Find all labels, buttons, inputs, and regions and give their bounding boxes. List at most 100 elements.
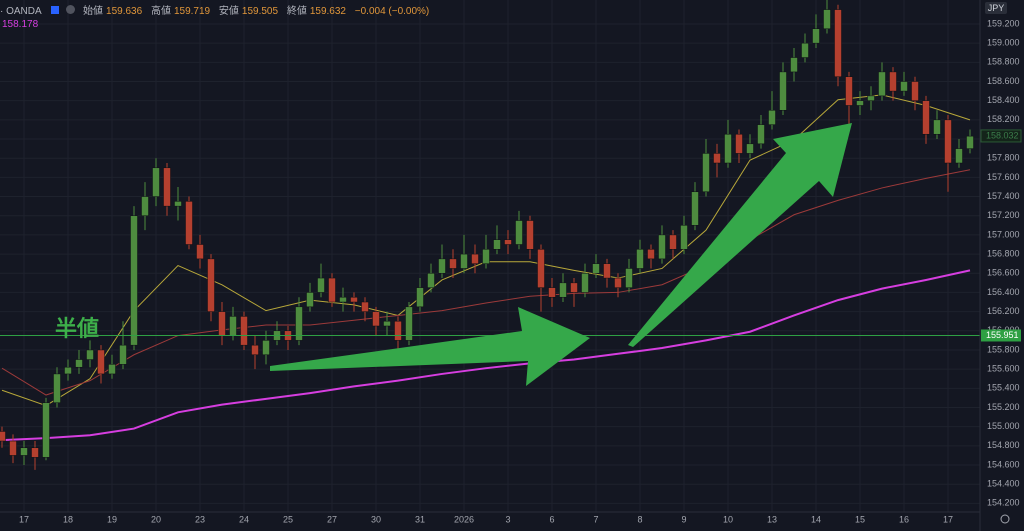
candle-body — [75, 359, 83, 368]
plot-area — [0, 0, 980, 470]
x-tick-label: 31 — [415, 514, 425, 524]
candle-body — [955, 148, 963, 164]
candle-body — [493, 239, 501, 250]
x-tick-label: 30 — [371, 514, 381, 524]
currency-box — [985, 2, 1007, 14]
candle-body — [350, 296, 358, 303]
candle-body — [174, 201, 182, 207]
y-tick-label: 158.600 — [987, 76, 1020, 86]
flag-icon — [51, 6, 60, 14]
candle-body — [339, 296, 347, 303]
candle-body — [559, 282, 567, 298]
y-tick-label: 156.400 — [987, 287, 1020, 297]
y-tick-label: 156.800 — [987, 248, 1020, 258]
candle-body — [636, 249, 644, 269]
candle-body — [119, 344, 127, 365]
x-tick-label: 3 — [505, 514, 510, 524]
y-tick-label: 159.200 — [987, 18, 1020, 28]
candle-body — [603, 263, 611, 279]
x-tick-label: 13 — [767, 514, 777, 524]
y-tick-label: 158.200 — [987, 114, 1020, 124]
candle-body — [944, 119, 952, 164]
candle-body — [196, 244, 204, 260]
y-tick-label: 157.800 — [987, 153, 1020, 163]
candle-body — [911, 81, 919, 101]
y-tick-label: 155.600 — [987, 364, 1020, 374]
half-line-label: 155.951 — [986, 330, 1019, 340]
x-tick-label: 27 — [327, 514, 337, 524]
moving-average — [1, 269, 971, 442]
annotation: 半値 — [55, 316, 99, 341]
candle-body — [328, 277, 336, 303]
candle-body — [691, 191, 699, 226]
currency: JPY — [988, 3, 1005, 13]
settings-icon[interactable] — [1000, 514, 1010, 524]
source: · OANDA — [0, 6, 42, 17]
candle-body — [515, 220, 523, 245]
x-tick-label: 2026 — [454, 514, 474, 524]
candle-body — [724, 133, 732, 164]
candle-body — [614, 277, 622, 288]
y-tick-label: 154.800 — [987, 440, 1020, 450]
x-tick-label: 18 — [63, 514, 73, 524]
candle-body — [867, 95, 875, 101]
y-tick-label: 155.800 — [987, 344, 1020, 354]
y-tick-label: 156.200 — [987, 306, 1020, 316]
y-tick-label: 157.600 — [987, 172, 1020, 182]
candle-body — [878, 71, 886, 97]
candle-body — [427, 273, 435, 288]
candle-body — [768, 110, 776, 125]
candle-body — [922, 100, 930, 135]
ohlc-label: 始値 — [83, 6, 104, 17]
candle-body — [801, 42, 809, 58]
y-tick-label: 157.200 — [987, 210, 1020, 220]
header: · OANDA 始値 159.636 高値 159.719 安値 159.505 終値… — [0, 2, 435, 17]
candle-body — [669, 234, 677, 250]
ohlc-label: 高値 — [150, 6, 171, 17]
y-tick-label: 157.000 — [987, 229, 1020, 239]
grid — [0, 0, 980, 512]
candle-body — [680, 225, 688, 250]
ohlc-label: 終値 — [286, 6, 307, 17]
candle-body — [251, 344, 259, 356]
candle-body — [790, 57, 798, 73]
candle-body — [141, 196, 149, 216]
candle-body — [306, 292, 314, 308]
candle-body — [86, 349, 94, 360]
y-tick-label: 157.400 — [987, 191, 1020, 201]
candle-body — [42, 402, 50, 458]
candle-body — [779, 71, 787, 111]
x-tick-label: 17 — [19, 514, 29, 524]
candle-body — [471, 253, 479, 264]
candle-body — [592, 263, 600, 274]
candle-body — [658, 234, 666, 260]
candle-body — [361, 301, 369, 312]
candle-body — [570, 282, 578, 293]
candle-body — [20, 447, 28, 456]
last-price-box — [980, 129, 1022, 143]
x-tick-label: 8 — [637, 514, 642, 524]
y-tick-label: 156.600 — [987, 268, 1020, 278]
arrows — [270, 123, 852, 386]
y-tick-label: 154.600 — [987, 459, 1020, 469]
candle-body — [504, 239, 512, 245]
candle-body — [262, 340, 270, 356]
candle-body — [460, 253, 468, 269]
candle-body — [845, 76, 853, 106]
candle-body — [31, 447, 39, 458]
candle-body — [647, 249, 655, 260]
half-line-label-box — [981, 329, 1021, 342]
eye-icon[interactable] — [66, 5, 76, 14]
arrow — [270, 307, 590, 386]
candle-body — [889, 71, 897, 92]
candle-body — [735, 133, 743, 154]
candle-body — [526, 220, 534, 250]
x-tick-label: 23 — [195, 514, 205, 524]
candle-body — [317, 277, 325, 293]
y-tick-label: 155.400 — [987, 383, 1020, 393]
ohlc-value: 159.719 — [173, 6, 211, 17]
candle-body — [713, 153, 721, 164]
price-axis: 154.200 154.400 154.600 154.800 155.000 155.2… — [19, 18, 1022, 524]
